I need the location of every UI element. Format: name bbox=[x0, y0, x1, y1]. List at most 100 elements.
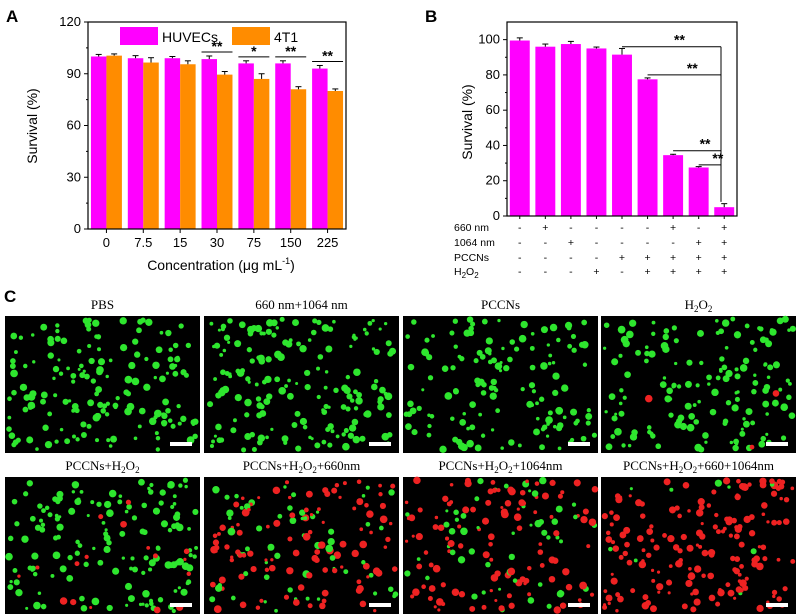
cell-dot bbox=[234, 393, 242, 402]
cell-dot bbox=[141, 529, 148, 536]
cell-dot bbox=[71, 481, 80, 489]
cell-dot bbox=[292, 599, 300, 606]
cell-dot bbox=[767, 364, 774, 371]
cell-dot bbox=[172, 513, 181, 521]
cell-dot bbox=[582, 362, 588, 367]
cell-dot bbox=[734, 373, 741, 380]
cell-dot bbox=[108, 489, 117, 498]
cell-dot bbox=[644, 350, 650, 357]
cell-dot bbox=[218, 576, 226, 584]
cell-dot bbox=[445, 509, 449, 513]
cell-dot bbox=[300, 516, 304, 521]
cell-dot bbox=[458, 591, 466, 598]
cell-dot bbox=[701, 573, 706, 579]
cell-dot bbox=[270, 558, 274, 562]
cell-dot bbox=[410, 594, 415, 599]
cell-dot bbox=[368, 572, 374, 578]
cell-dot bbox=[760, 435, 767, 442]
cell-dot bbox=[284, 480, 290, 485]
cell-dot bbox=[421, 388, 425, 392]
cell-dot bbox=[325, 544, 334, 553]
cell-dot bbox=[140, 317, 146, 323]
cell-dot bbox=[96, 347, 102, 352]
cell-dot bbox=[629, 433, 638, 441]
cell-dot bbox=[23, 394, 31, 401]
cell-dot bbox=[159, 375, 166, 383]
bar-group-8 bbox=[688, 167, 709, 216]
cell-dot bbox=[244, 432, 252, 440]
cell-dot bbox=[54, 439, 59, 444]
cell-dot bbox=[625, 528, 630, 534]
cell-dot bbox=[715, 319, 719, 323]
cell-dot bbox=[132, 378, 137, 383]
cell-dot bbox=[186, 571, 192, 577]
cell-dot bbox=[66, 574, 74, 582]
cell-dot bbox=[676, 384, 682, 389]
cell-dot bbox=[104, 500, 112, 509]
cell-dot bbox=[469, 424, 476, 431]
cell-dot bbox=[255, 396, 262, 402]
cell-dot bbox=[519, 489, 526, 496]
micrograph-panel-6: PCCNs+H2O2+660nm bbox=[204, 458, 399, 614]
cell-dot bbox=[406, 516, 411, 521]
cell-dot bbox=[481, 590, 486, 595]
cell-dot bbox=[411, 319, 417, 325]
cell-dot bbox=[730, 316, 736, 322]
cell-dot bbox=[10, 369, 18, 378]
cell-dot bbox=[742, 417, 746, 421]
cell-dot bbox=[603, 589, 608, 594]
cell-dot bbox=[734, 396, 740, 402]
cell-dot bbox=[714, 512, 719, 518]
cell-dot bbox=[555, 535, 560, 540]
bar-huvecs-0 bbox=[90, 56, 107, 229]
cell-dot bbox=[119, 317, 127, 325]
condition-mark: + bbox=[644, 266, 650, 278]
cell-dot bbox=[299, 345, 307, 353]
cell-dot bbox=[359, 600, 367, 608]
chart-b-ylabel: Survival (%) bbox=[459, 84, 475, 159]
cell-dot bbox=[714, 479, 722, 487]
cell-dot bbox=[765, 432, 769, 436]
cell-dot bbox=[227, 516, 232, 520]
cell-dot bbox=[373, 378, 379, 384]
cell-dot bbox=[693, 598, 701, 606]
cell-dot bbox=[304, 369, 311, 377]
cell-dot bbox=[322, 567, 328, 573]
cell-dot bbox=[450, 416, 455, 421]
cell-dot bbox=[359, 540, 368, 549]
cell-dot bbox=[546, 535, 551, 540]
cell-dot bbox=[44, 440, 53, 449]
micrograph-title: 660 nm+1064 nm bbox=[255, 297, 348, 312]
cell-dot bbox=[581, 341, 589, 349]
panel-letter-b: B bbox=[425, 7, 437, 26]
cell-dot bbox=[656, 570, 661, 574]
cell-dot bbox=[739, 563, 744, 569]
cell-dot bbox=[541, 492, 549, 500]
cell-dot bbox=[287, 536, 293, 542]
cell-dot bbox=[534, 519, 543, 528]
cell-dot bbox=[100, 408, 106, 414]
cell-dot bbox=[255, 605, 261, 610]
cell-dot bbox=[321, 520, 325, 524]
cell-dot bbox=[90, 500, 95, 505]
cell-dot bbox=[736, 390, 740, 394]
cell-dot bbox=[605, 594, 613, 602]
condition-label-2: PCCNs bbox=[454, 252, 489, 264]
cell-dot bbox=[7, 535, 14, 542]
cell-dot bbox=[698, 504, 705, 511]
cell-dot bbox=[504, 500, 512, 507]
cell-dot bbox=[740, 427, 744, 431]
cell-dot bbox=[283, 485, 287, 489]
cell-dot bbox=[94, 391, 100, 397]
cell-dot bbox=[32, 360, 36, 364]
cell-dot bbox=[474, 377, 481, 384]
cell-dot bbox=[90, 378, 97, 384]
condition-mark: - bbox=[569, 252, 573, 264]
bar-4t1-0 bbox=[106, 55, 122, 230]
cell-dot bbox=[608, 393, 616, 401]
cell-dot bbox=[47, 352, 54, 359]
cell-dot bbox=[452, 318, 458, 324]
cell-dot bbox=[441, 365, 449, 372]
cell-dot bbox=[448, 527, 456, 535]
cell-dot bbox=[549, 514, 554, 519]
